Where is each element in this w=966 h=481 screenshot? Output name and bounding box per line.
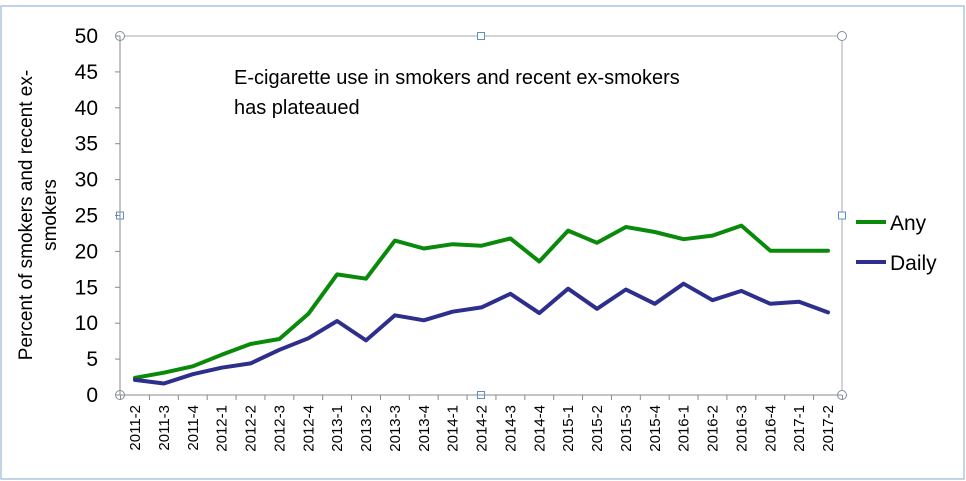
- y-axis-ticks: 0 5 10 15 20 25 30 35 40 45 50: [75, 25, 120, 407]
- x-tick-label: 2013-1: [329, 405, 346, 452]
- annotation-line: E-cigarette use in smokers and recent ex…: [234, 67, 680, 89]
- x-tick-label: 2016-1: [676, 405, 693, 452]
- x-tick-label: 2013-2: [358, 405, 375, 452]
- x-tick-label: 2015-1: [560, 405, 577, 452]
- series-lines: [133, 223, 830, 386]
- y-axis-label: Percent of smokers and recent ex-smokers: [16, 70, 61, 360]
- plot-area-border: [119, 35, 843, 396]
- legend-label-any: Any: [890, 212, 927, 235]
- y-axis-label-line: smokers: [40, 179, 61, 251]
- x-tick-label: 2016-2: [705, 405, 722, 452]
- annotation-line: has plateaued: [234, 97, 360, 119]
- y-tick-label: 30: [75, 169, 98, 192]
- y-tick-label: 5: [86, 348, 98, 371]
- x-tick-label: 2014-4: [531, 405, 548, 452]
- x-tick-label: 2017-1: [791, 405, 808, 452]
- x-tick-label: 2013-3: [387, 405, 404, 452]
- x-tick-label: 2012-4: [300, 405, 317, 452]
- y-tick-label: 50: [75, 25, 98, 48]
- x-tick-label: 2014-2: [474, 405, 491, 452]
- y-tick-label: 15: [75, 276, 98, 299]
- x-tick-label: 2012-2: [243, 405, 260, 452]
- series-line-daily: [133, 281, 830, 386]
- x-tick-label: 2015-2: [589, 405, 606, 452]
- x-tick-label: 2016-4: [762, 405, 779, 452]
- x-tick-label: 2017-2: [820, 405, 837, 452]
- chart-annotation: E-cigarette use in smokers and recent ex…: [234, 67, 680, 119]
- series-line-any: [133, 223, 830, 380]
- y-tick-label: 10: [75, 312, 98, 335]
- chart-frame: [0, 5, 965, 480]
- resize-handle-corner[interactable]: [837, 31, 847, 41]
- x-tick-label: 2014-1: [445, 405, 462, 452]
- x-tick-label: 2014-3: [502, 405, 519, 452]
- resize-handle-edge[interactable]: [477, 32, 485, 40]
- y-tick-label: 20: [75, 240, 98, 263]
- x-tick-label: 2012-3: [271, 405, 288, 452]
- legend: Any Daily: [856, 212, 937, 275]
- x-tick-label: 2011-2: [127, 405, 144, 451]
- axes: [119, 36, 842, 396]
- y-tick-label: 45: [75, 61, 98, 84]
- x-axis-ticks: 2011-2 2011-3 2011-4 2012-1 2012-2 2012-3 2012…: [120, 395, 843, 452]
- y-tick-label: 40: [75, 97, 98, 120]
- y-tick-label: 25: [75, 205, 98, 228]
- x-tick-label: 2011-3: [156, 405, 173, 451]
- y-axis-label-line: Percent of smokers and recent ex-: [16, 70, 37, 360]
- y-tick-label: 35: [75, 133, 98, 156]
- x-tick-label: 2015-3: [618, 405, 635, 452]
- x-tick-label: 2015-4: [647, 405, 664, 452]
- x-tick-label: 2012-1: [214, 405, 231, 452]
- legend-label-daily: Daily: [890, 252, 937, 275]
- x-tick-label: 2016-3: [733, 405, 750, 452]
- x-tick-label: 2013-4: [416, 405, 433, 452]
- x-tick-label: 2011-4: [185, 405, 202, 451]
- resize-handle-edge[interactable]: [838, 211, 846, 220]
- y-tick-label: 0: [86, 384, 98, 407]
